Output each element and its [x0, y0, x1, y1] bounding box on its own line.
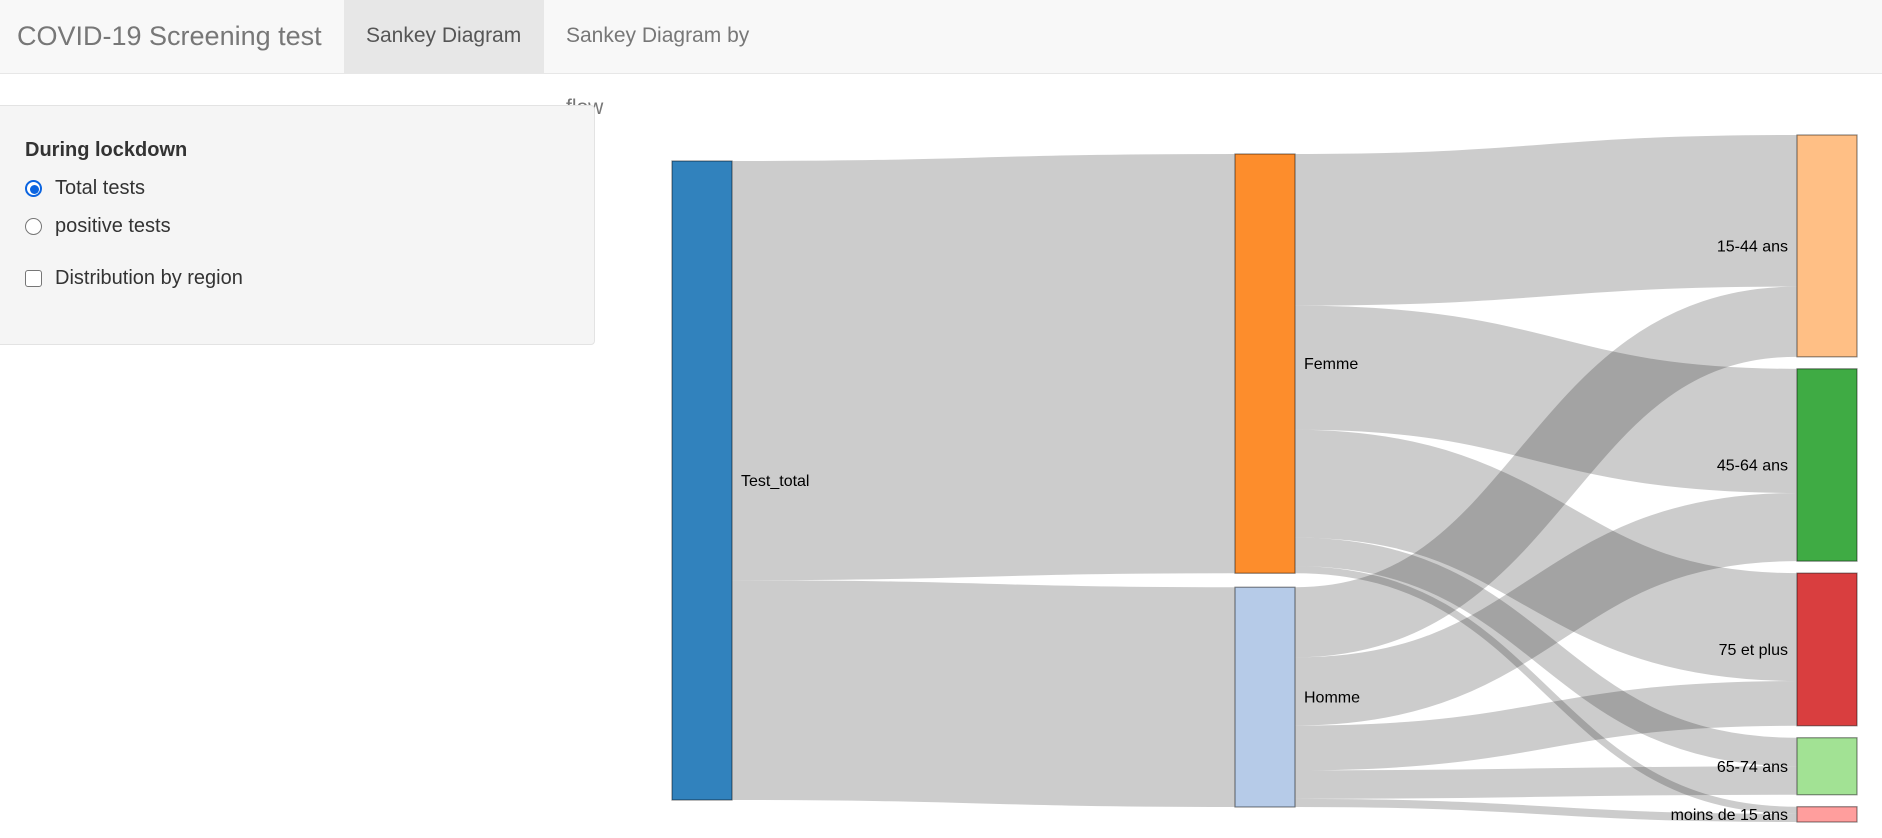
sankey-node-label-15-44-ans: 15-44 ans [1717, 239, 1788, 256]
sankey-link-femme-to-15-44-ans[interactable] [1294, 135, 1798, 306]
distribution-by-region-label[interactable]: Distribution by region [55, 267, 243, 289]
sankey-link-femme-to-moins-de-15-ans[interactable] [1294, 566, 1798, 814]
sankey-labels: Test_total Femme Homme 15-44 ans 45-64 ans 75… [741, 239, 1788, 824]
sankey-node-65-74-ans[interactable] [1796, 737, 1858, 796]
sankey-nodes [671, 134, 1858, 823]
sankey-link-femme-to-65-74-ans[interactable] [1294, 537, 1798, 767]
navbar: COVID-19 Screening test Sankey Diagram S… [0, 0, 1882, 119]
sankey-node-45-64-ans[interactable] [1796, 368, 1858, 562]
sankey-link-test_total-to-homme[interactable] [731, 580, 1236, 807]
lockdown-group-label: During lockdown [25, 139, 188, 161]
sankey-node-label-75-et-plus: 75 et plus [1719, 642, 1788, 659]
positive-tests-radio[interactable] [25, 218, 42, 235]
sankey-node-femme[interactable] [1234, 153, 1296, 574]
total-tests-label[interactable]: Total tests [55, 177, 146, 199]
sidebar-panel: During lockdown Total tests positive tes… [0, 105, 595, 345]
app-title[interactable]: COVID-19 Screening test [17, 21, 322, 51]
sankey-node-label-homme: Homme [1304, 690, 1360, 707]
sankey-link-homme-to-65-74-ans[interactable] [1294, 766, 1798, 799]
sankey-link-homme-to-moins-de-15-ans[interactable] [1294, 798, 1798, 823]
sankey-node-label-test_total: Test_total [741, 473, 809, 490]
sankey-node-label-moins-de-15-ans: moins de 15 ans [1671, 807, 1788, 824]
sankey-node-label-65-74-ans: 65-74 ans [1717, 759, 1788, 776]
total-tests-radio-option[interactable]: Total tests [25, 177, 145, 200]
sankey-node-label-45-64-ans: 45-64 ans [1717, 458, 1788, 475]
positive-tests-radio-option[interactable]: positive tests [25, 215, 171, 238]
sankey-node-75-et-plus[interactable] [1796, 572, 1858, 727]
tab-sankey-diagram[interactable]: Sankey Diagram [344, 0, 544, 73]
sankey-node-label-femme: Femme [1304, 356, 1358, 373]
sankey-link-homme-to-75-et-plus[interactable] [1294, 680, 1798, 771]
sankey-link-homme-to-15-44-ans[interactable] [1294, 286, 1798, 658]
sankey-link-homme-to-45-64-ans[interactable] [1294, 492, 1798, 726]
positive-tests-label[interactable]: positive tests [55, 215, 171, 237]
sankey-node-15-44-ans[interactable] [1796, 134, 1858, 358]
sankey-links [731, 135, 1798, 823]
sankey-link-femme-to-75-et-plus[interactable] [1294, 429, 1798, 681]
total-tests-radio[interactable] [25, 180, 42, 197]
sankey-node-test_total[interactable] [671, 160, 733, 801]
sankey-node-moins-de-15-ans[interactable] [1796, 806, 1858, 823]
sankey-link-femme-to-45-64-ans[interactable] [1294, 305, 1798, 493]
distribution-by-region-option[interactable]: Distribution by region [25, 267, 243, 290]
distribution-by-region-checkbox[interactable] [25, 270, 42, 287]
sankey-node-homme[interactable] [1234, 586, 1296, 808]
sankey-link-test_total-to-femme[interactable] [731, 153, 1236, 581]
